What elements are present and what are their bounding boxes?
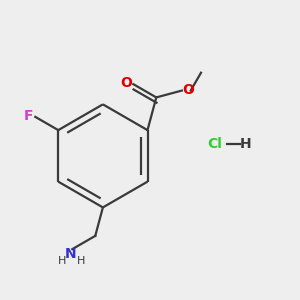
Text: H: H <box>58 256 66 266</box>
Text: H: H <box>240 137 251 151</box>
Text: Cl: Cl <box>207 137 222 151</box>
Text: O: O <box>182 83 194 97</box>
Text: H: H <box>76 256 85 266</box>
Text: F: F <box>24 109 34 123</box>
Text: O: O <box>120 76 132 90</box>
Text: N: N <box>65 248 77 261</box>
